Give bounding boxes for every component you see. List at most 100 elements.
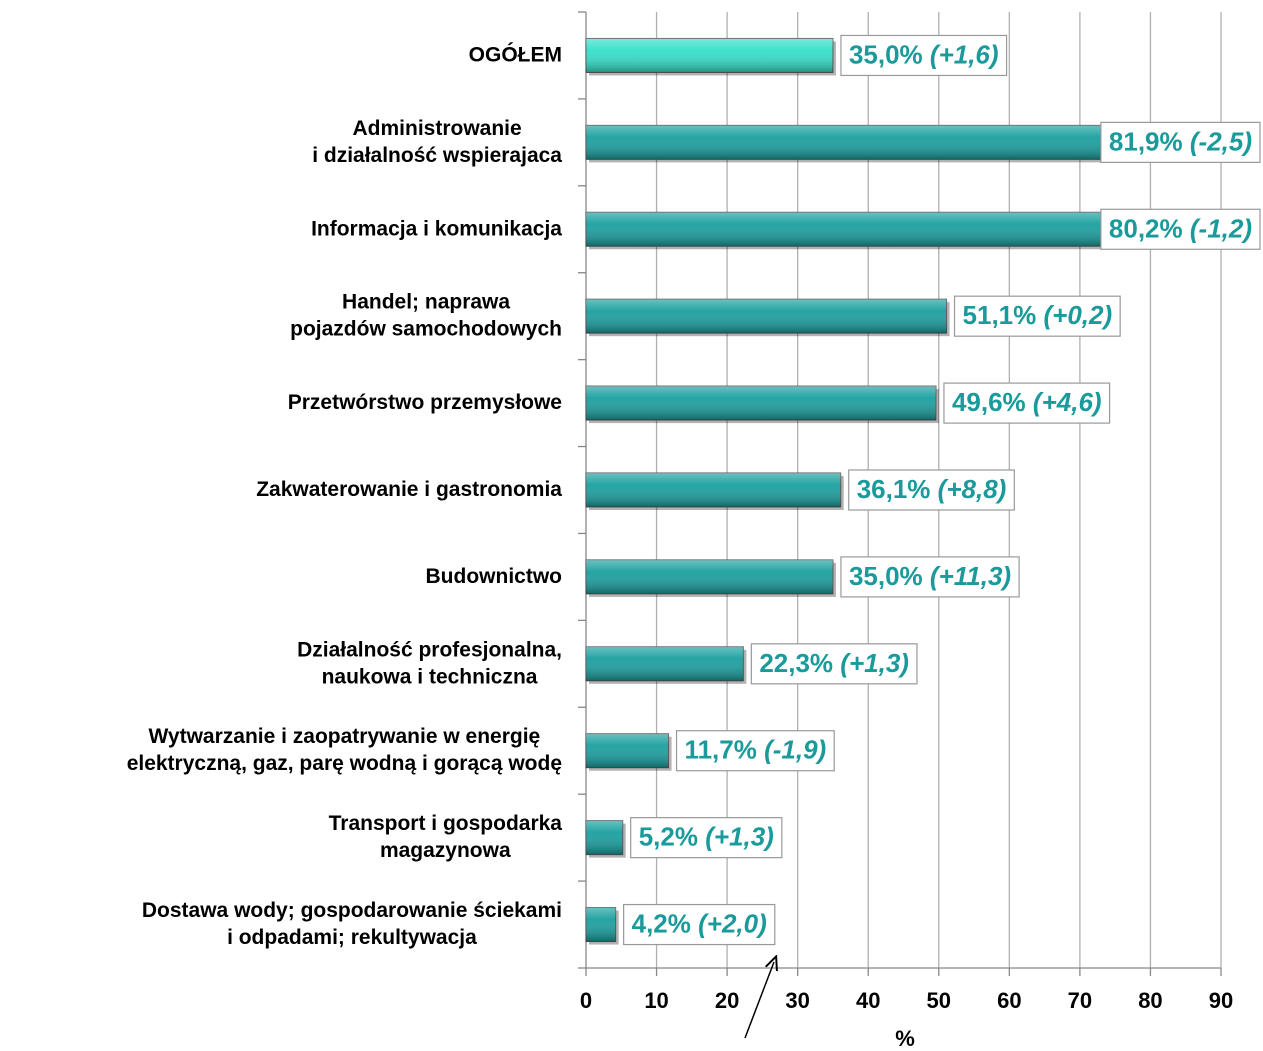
bars <box>585 37 1167 945</box>
data-label-value: 5,2% <box>639 822 698 852</box>
x-tick-label: 20 <box>715 988 739 1013</box>
data-label-box <box>1100 121 1261 163</box>
y-tick-label-line: Zakwaterowanie i gastronomia <box>256 478 562 501</box>
x-tick-label: 0 <box>580 988 592 1013</box>
data-label-box <box>848 469 1015 511</box>
x-tick-label: 80 <box>1138 988 1162 1013</box>
data-label-text: 11,7% (-1,9) <box>685 735 827 765</box>
data-label: 22,3% (+1,3) <box>750 643 918 685</box>
x-tick-label: 60 <box>997 988 1021 1013</box>
y-tick-label: Działalność profesjonalna, naukowa i tech… <box>297 638 562 688</box>
data-label-space <box>698 822 705 852</box>
data-label-box <box>675 730 835 772</box>
data-label-box <box>1100 208 1261 250</box>
data-label-box <box>750 643 918 685</box>
x-tick-label: 10 <box>644 988 668 1013</box>
y-tick-label-line: Administrowanie <box>353 116 522 139</box>
data-label-change: (-1,2) <box>1190 213 1252 243</box>
data-label-box <box>943 382 1111 424</box>
data-label-text: 81,9% (-2,5) <box>1109 126 1252 156</box>
data-label-text: 51,1% (+0,2) <box>963 300 1113 330</box>
bar-shade <box>586 212 1152 247</box>
y-tick-label: Transport i gospodarka magazynowa <box>329 812 563 862</box>
bar-shade <box>586 733 669 768</box>
data-label-text: 35,0% (+11,3) <box>849 561 1011 591</box>
data-label-space <box>1183 213 1190 243</box>
y-tick-label: Przetwórstwo przemysłowe <box>288 391 562 414</box>
data-label-space <box>923 39 930 69</box>
data-label-text: 36,1% (+8,8) <box>857 474 1007 504</box>
x-tick-label: 30 <box>785 988 809 1013</box>
data-label-change: (+1,3) <box>840 648 909 678</box>
bar-shade <box>586 299 947 334</box>
y-tick-label-line: magazynowa <box>380 839 511 862</box>
bar-shade <box>586 38 833 73</box>
y-tick-label: Handel; naprawa pojazdów samochodowych <box>290 290 562 340</box>
y-tick-label-line: Działalność profesjonalna, <box>297 638 562 661</box>
x-tick-label: 50 <box>927 988 951 1013</box>
data-label-box <box>623 903 776 946</box>
y-tick-label-line: Informacja i komunikacja <box>311 217 562 240</box>
x-tick-label: 70 <box>1068 988 1092 1013</box>
x-tick-label: 90 <box>1209 988 1233 1013</box>
data-label-text: 80,2% (-1,2) <box>1109 213 1252 243</box>
data-label-change: (+11,3) <box>930 561 1011 591</box>
bar-shade <box>586 646 744 681</box>
data-label-change: (+1,6) <box>930 39 999 69</box>
y-tick-label-line: Handel; naprawa <box>342 290 510 313</box>
data-label: 4,2% (+2,0) <box>623 903 776 946</box>
labels: OGÓŁEM 35,0% (+1,6) Administrowanie i dział… <box>127 34 1261 949</box>
y-tick-label-line: Transport i gospodarka <box>329 812 563 835</box>
data-label-value: 36,1% <box>857 474 931 504</box>
y-tick-label-line: Wytwarzanie i zaopatrywanie w energię <box>148 725 540 748</box>
y-tick-label: Wytwarzanie i zaopatrywanie w energię ele… <box>127 725 562 775</box>
data-label-value: 80,2% <box>1109 213 1183 243</box>
data-label: 81,9% (-2,5) <box>1100 121 1261 163</box>
data-label-change: (+4,6) <box>1033 387 1102 417</box>
bar-shade <box>586 386 936 421</box>
y-tick-label-line: Przetwórstwo przemysłowe <box>288 391 562 414</box>
y-tick-label: Zakwaterowanie i gastronomia <box>256 478 562 501</box>
data-label-change: (+1,3) <box>705 822 774 852</box>
data-label-value: 51,1% <box>963 300 1037 330</box>
data-label-text: 5,2% (+1,3) <box>639 822 774 852</box>
data-label-space <box>930 474 937 504</box>
y-tick-label: OGÓŁEM <box>469 42 562 66</box>
bar-shade <box>586 125 1164 160</box>
data-label-value: 35,0% <box>849 39 923 69</box>
data-label-value: 49,6% <box>952 387 1026 417</box>
data-label: 80,2% (-1,2) <box>1100 208 1261 250</box>
y-tick-label-line: Dostawa wody; gospodarowanie ściekami <box>142 899 562 922</box>
data-label: 49,6% (+4,6) <box>943 382 1111 424</box>
bar-shade <box>586 559 833 594</box>
data-label-space <box>691 908 698 938</box>
data-label-change: (-1,9) <box>764 735 826 765</box>
y-tick-label-line: pojazdów samochodowych <box>290 317 562 340</box>
y-tick-label: Informacja i komunikacja <box>311 217 562 240</box>
data-label-space <box>1183 126 1190 156</box>
annotation-arrow <box>744 962 774 1039</box>
data-label-change: (+2,0) <box>698 908 767 938</box>
y-tick-label: Budownictwo <box>426 564 562 587</box>
data-label-space <box>833 648 840 678</box>
bar-shade <box>586 820 623 855</box>
data-label: 51,1% (+0,2) <box>953 295 1121 337</box>
y-tick-label-line: i działalność wspierajaca <box>312 143 562 166</box>
data-label-box <box>953 295 1121 337</box>
data-label-text: 22,3% (+1,3) <box>759 648 909 678</box>
data-label-value: 35,0% <box>849 561 923 591</box>
data-label-value: 22,3% <box>759 648 833 678</box>
data-label-text: 49,6% (+4,6) <box>952 387 1102 417</box>
y-tick-label-line: elektryczną, gaz, parę wodną i gorącą wo… <box>127 752 562 775</box>
data-label-value: 11,7% <box>685 735 757 765</box>
data-label-box <box>840 556 1020 598</box>
data-label: 35,0% (+1,6) <box>840 34 1008 77</box>
y-tick-label: Dostawa wody; gospodarowanie ściekami i o… <box>142 899 562 949</box>
data-label-change: (+8,8) <box>938 474 1007 504</box>
y-tick-label-line: i odpadami; rekultywacja <box>227 926 477 949</box>
data-label-space <box>923 561 930 591</box>
data-label: 35,0% (+11,3) <box>840 556 1020 598</box>
grid: 0 10 20 30 40 50 60 70 80 90 <box>578 11 1233 1013</box>
data-label-value: 81,9% <box>1109 126 1183 156</box>
